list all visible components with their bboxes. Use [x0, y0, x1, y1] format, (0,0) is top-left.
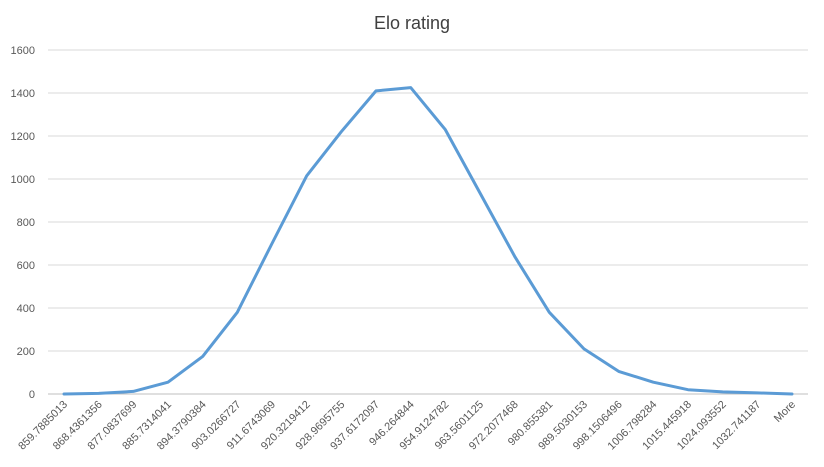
series-layer [62, 86, 794, 396]
series-line [62, 86, 794, 396]
chart-title: Elo rating [374, 13, 450, 33]
y-tick-label: 1600 [11, 45, 35, 57]
y-tick-label: 200 [17, 346, 35, 358]
gridlines [48, 49, 808, 352]
y-tick-label: 1200 [11, 131, 35, 143]
y-tick-label: 400 [17, 303, 35, 315]
y-tick-label: 600 [17, 260, 35, 272]
y-axis-ticks: 0 200 400 600 800 1000 1200 1400 1600 [11, 45, 35, 401]
y-tick-label: 800 [17, 217, 35, 229]
y-tick-label: 1400 [11, 88, 35, 100]
y-tick-label: 0 [29, 389, 35, 401]
x-tick-label: More [772, 399, 798, 425]
y-tick-label: 1000 [11, 174, 35, 186]
x-axis-ticks: 859.7885013868.4361356877.0837699885.731… [16, 399, 798, 453]
